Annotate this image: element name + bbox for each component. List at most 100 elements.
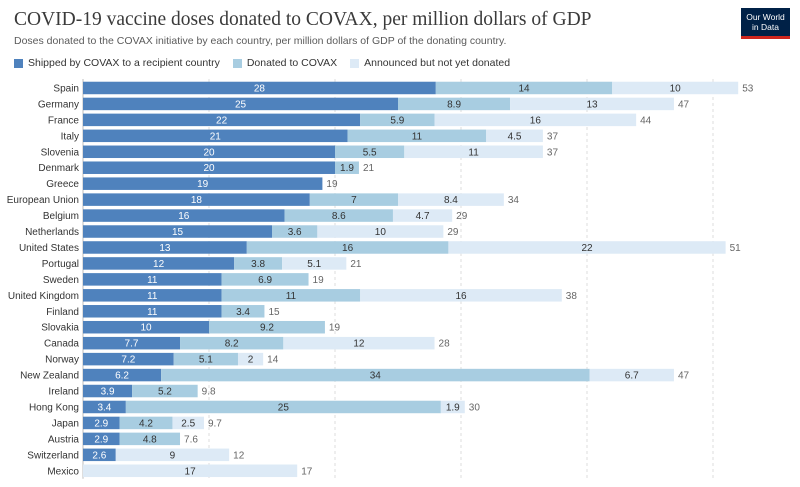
total-value-label: 28 xyxy=(439,339,451,350)
segment-value-label: 2 xyxy=(248,355,254,366)
category-label: Finland xyxy=(46,307,79,318)
segment-value-label: 6.9 xyxy=(258,275,272,286)
segment-value-label: 12 xyxy=(153,259,165,270)
category-label: Italy xyxy=(61,131,79,142)
segment-value-label: 16 xyxy=(530,115,542,126)
total-value-label: 30 xyxy=(469,402,481,413)
category-label: Greece xyxy=(46,179,79,190)
category-label: New Zealand xyxy=(20,371,79,382)
segment-value-label: 2.6 xyxy=(92,450,106,461)
segment-value-label: 4.7 xyxy=(416,211,430,222)
total-value-label: 7.6 xyxy=(184,434,198,445)
total-value-label: 51 xyxy=(730,243,742,254)
segment-value-label: 17 xyxy=(185,466,197,477)
total-value-label: 19 xyxy=(326,179,338,190)
total-value-label: 29 xyxy=(456,211,468,222)
segment-value-label: 22 xyxy=(216,115,228,126)
total-value-label: 44 xyxy=(640,115,652,126)
segment-value-label: 2.9 xyxy=(94,434,108,445)
segment-value-label: 28 xyxy=(254,83,266,94)
segment-value-label: 20 xyxy=(203,163,215,174)
category-label: Spain xyxy=(53,83,79,94)
category-label: United Kingdom xyxy=(8,291,79,302)
segment-value-label: 13 xyxy=(586,99,598,110)
segment-value-label: 1.9 xyxy=(340,163,354,174)
category-label: Austria xyxy=(48,434,80,445)
segment-value-label: 16 xyxy=(342,243,354,254)
segment-value-label: 11 xyxy=(286,291,297,302)
total-value-label: 53 xyxy=(742,83,754,94)
segment-value-label: 19 xyxy=(197,179,209,190)
segment-value-label: 8.2 xyxy=(225,339,239,350)
segment-value-label: 25 xyxy=(235,99,247,110)
segment-value-label: 15 xyxy=(172,227,184,238)
segment-value-label: 4.8 xyxy=(143,434,157,445)
total-value-label: 21 xyxy=(350,259,362,270)
segment-value-label: 6.7 xyxy=(625,371,639,382)
category-label: Hong Kong xyxy=(29,402,79,413)
segment-value-label: 34 xyxy=(370,371,382,382)
segment-value-label: 7.7 xyxy=(125,339,139,350)
segment-value-label: 16 xyxy=(178,211,190,222)
category-label: Netherlands xyxy=(25,227,79,238)
segment-value-label: 2.5 xyxy=(181,418,195,429)
segment-value-label: 5.2 xyxy=(158,387,172,398)
segment-value-label: 20 xyxy=(203,147,215,158)
segment-value-label: 7.2 xyxy=(121,355,135,366)
segment-value-label: 21 xyxy=(210,131,222,142)
segment-value-label: 11 xyxy=(147,275,158,286)
segment-value-label: 9 xyxy=(170,450,176,461)
total-value-label: 21 xyxy=(363,163,375,174)
category-label: Ireland xyxy=(48,387,79,398)
category-label: France xyxy=(48,115,80,126)
segment-value-label: 10 xyxy=(670,83,682,94)
segment-value-label: 2.9 xyxy=(94,418,108,429)
category-label: Belgium xyxy=(43,211,79,222)
category-label: United States xyxy=(19,243,79,254)
total-value-label: 14 xyxy=(267,355,279,366)
category-label: Norway xyxy=(45,355,79,366)
total-value-label: 29 xyxy=(447,227,459,238)
segment-value-label: 3.6 xyxy=(288,227,302,238)
category-label: European Union xyxy=(7,195,79,206)
category-label: Germany xyxy=(38,99,79,110)
total-value-label: 34 xyxy=(508,195,520,206)
segment-value-label: 8.9 xyxy=(447,99,461,110)
segment-value-label: 4.5 xyxy=(508,131,522,142)
segment-value-label: 4.2 xyxy=(139,418,153,429)
category-label: Portugal xyxy=(42,259,79,270)
segment-value-label: 22 xyxy=(581,243,593,254)
category-label: Switzerland xyxy=(27,450,79,461)
segment-value-label: 25 xyxy=(278,402,290,413)
total-value-label: 19 xyxy=(329,323,341,334)
segment-value-label: 9.2 xyxy=(260,323,274,334)
category-label: Denmark xyxy=(38,163,80,174)
total-value-label: 47 xyxy=(678,371,690,382)
segment-value-label: 8.4 xyxy=(444,195,458,206)
segment-value-label: 3.8 xyxy=(251,259,265,270)
segment-value-label: 1.9 xyxy=(446,402,460,413)
category-label: Slovenia xyxy=(41,147,80,158)
segment-value-label: 14 xyxy=(518,83,530,94)
segment-value-label: 3.4 xyxy=(97,402,111,413)
segment-value-label: 13 xyxy=(159,243,171,254)
total-value-label: 9.7 xyxy=(208,418,222,429)
total-value-label: 47 xyxy=(678,99,690,110)
category-label: Japan xyxy=(52,418,79,429)
segment-value-label: 16 xyxy=(455,291,467,302)
segment-value-label: 11 xyxy=(468,147,479,158)
segment-value-label: 5.9 xyxy=(390,115,404,126)
segment-value-label: 3.9 xyxy=(101,387,115,398)
segment-value-label: 6.2 xyxy=(115,371,129,382)
segment-value-label: 7 xyxy=(351,195,357,206)
segment-value-label: 18 xyxy=(191,195,203,206)
category-label: Mexico xyxy=(47,466,79,477)
total-value-label: 19 xyxy=(313,275,325,286)
category-label: Canada xyxy=(44,339,79,350)
segment-value-label: 10 xyxy=(375,227,387,238)
segment-value-label: 5.5 xyxy=(363,147,377,158)
segment-value-label: 10 xyxy=(140,323,152,334)
segment-value-label: 3.4 xyxy=(236,307,250,318)
segment-value-label: 8.6 xyxy=(332,211,346,222)
